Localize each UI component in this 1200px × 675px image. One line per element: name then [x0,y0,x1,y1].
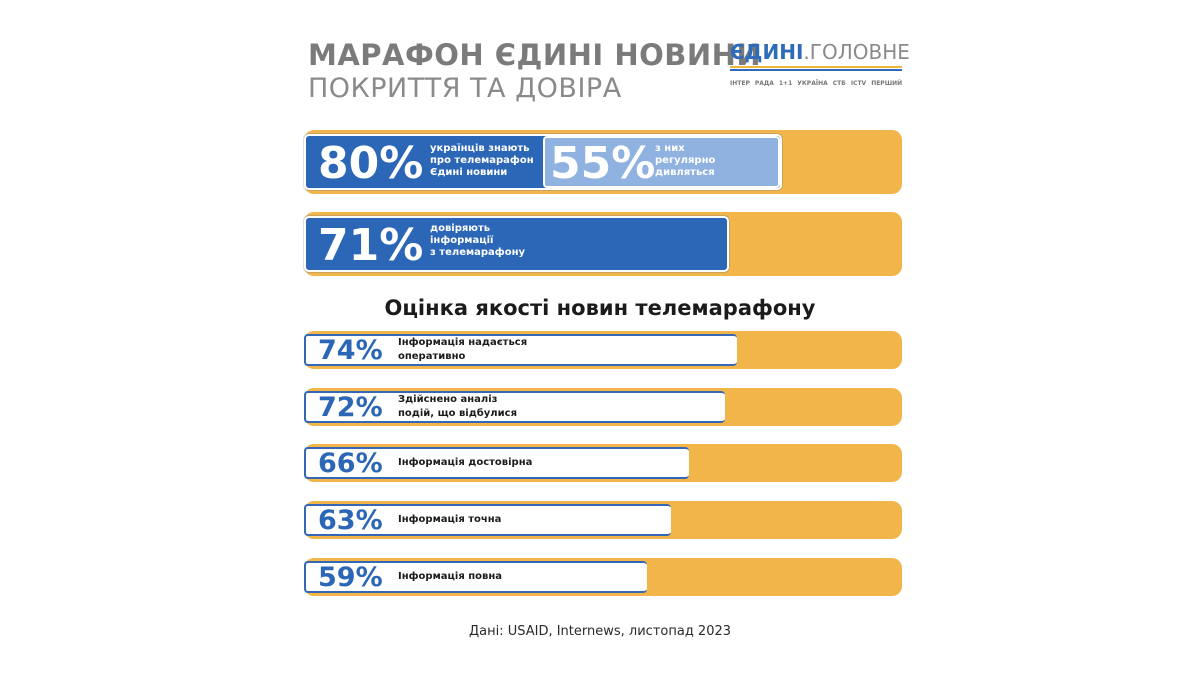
quality-label-line: Інформація надається [398,337,528,348]
section-title: Оцінка якості новин телемарафону [384,296,816,320]
quality-percent: 66% [318,448,383,479]
logo-underline-blue [730,69,902,71]
quality-percent: 59% [318,562,383,593]
channel-label: ICTV [850,80,867,87]
trust-percent: 71% [318,220,424,271]
trust-label-line: довіряють [430,223,491,234]
quality-bar [304,504,671,536]
watch-label-line: дивляться [655,167,715,178]
page-subtitle: ПОКРИТТЯ ТА ДОВІРА [308,73,622,104]
page-title: МАРАФОН ЄДИНІ НОВИНИ [308,38,762,72]
awareness-label: українців знають про телемарафон Єдині н… [430,143,534,179]
quality-label: Інформація повна [398,570,502,584]
channel-logos: ІНТЕР РАДА 1+1 УКРАЇНА СТБ ICTV ПЕРШИЙ [730,80,905,87]
awareness-label-line: Єдині новини [430,167,508,178]
watch-label: з них регулярно дивляться [655,143,715,179]
watch-label-line: з них [655,143,685,154]
quality-label-line: Інформація точна [398,514,502,525]
quality-percent: 72% [318,392,383,423]
awareness-label-line: про телемарафон [430,155,534,166]
channel-label: УКРАЇНА [797,80,828,87]
quality-label-line: подій, що відбулися [398,408,517,419]
quality-bar [304,391,725,423]
logo-light: .ГОЛОВНЕ [803,40,910,64]
watch-label-line: регулярно [655,155,716,166]
channel-label: РАДА [754,80,774,87]
quality-bar [304,334,737,366]
awareness-percent: 80% [318,138,424,189]
logo-bold: ЄДИНІ [730,40,804,64]
trust-label: довіряють інформації з телемарафону [430,223,525,259]
quality-label-line: оперативно [398,351,466,362]
quality-label-line: Здійснено аналіз [398,394,498,405]
trust-label-line: з телемарафону [430,247,526,258]
source-note: Дані: USAID, Internews, листопад 2023 [468,624,732,639]
watch-bar [543,136,781,188]
quality-percent: 63% [318,505,383,536]
quality-label-line: Інформація повна [398,571,503,582]
channel-label: ІНТЕР [730,80,750,87]
channel-label: 1+1 [778,80,793,87]
watch-percent: 55% [550,138,656,189]
quality-bar [304,561,647,593]
quality-percent: 74% [318,335,383,366]
quality-label-line: Інформація достовірна [398,457,533,468]
logo-underline-yellow [730,66,902,68]
channel-label: ПЕРШИЙ [871,80,903,87]
trust-bar [304,216,729,272]
channel-label: СТБ [832,80,846,87]
awareness-label-line: українців знають [430,143,530,154]
quality-label: Інформація достовірна [398,456,532,470]
quality-label: Інформація точна [398,513,501,527]
quality-bar [304,447,689,479]
quality-label: Здійснено аналіз подій, що відбулися [398,393,517,421]
trust-label-line: інформації [430,235,494,246]
brand-logo: ЄДИНІ.ГОЛОВНЕ ІНТЕР РАДА 1+1 УКРАЇНА СТБ… [730,40,910,90]
logo-wordmark: ЄДИНІ.ГОЛОВНЕ [730,40,910,64]
quality-label: Інформація надається оперативно [398,336,527,364]
